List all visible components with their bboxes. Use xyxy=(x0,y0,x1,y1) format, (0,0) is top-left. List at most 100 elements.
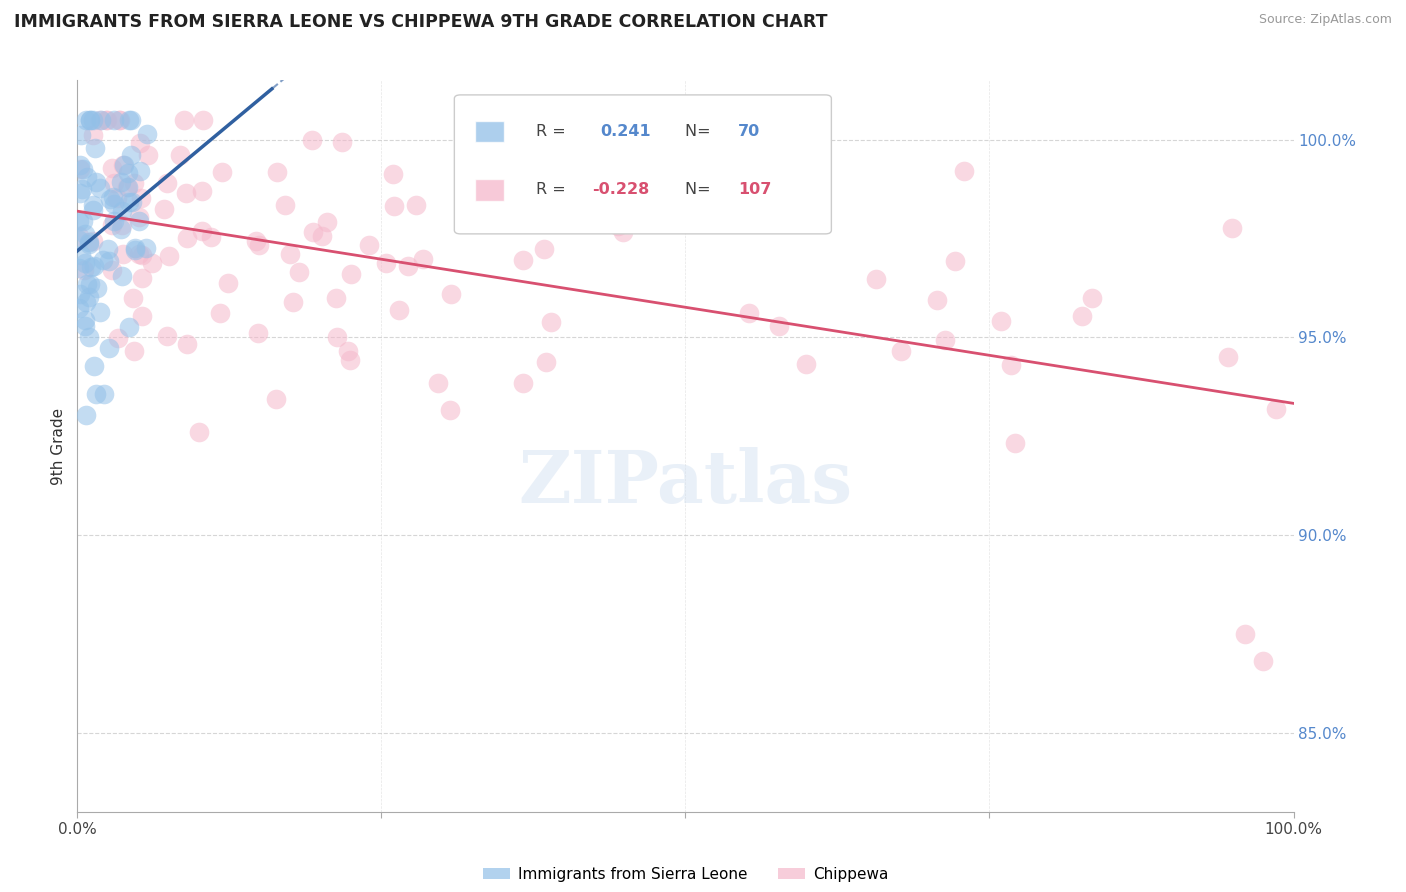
Text: 107: 107 xyxy=(738,183,770,197)
Point xyxy=(98,192,121,206)
Bar xyxy=(475,179,505,201)
Point xyxy=(73,312,96,326)
Point xyxy=(135,241,157,255)
Bar xyxy=(475,120,505,143)
Point xyxy=(76,277,98,292)
Point xyxy=(69,158,91,172)
Point xyxy=(247,326,270,340)
Point xyxy=(89,305,111,319)
Text: N=: N= xyxy=(686,124,716,139)
Point xyxy=(103,112,125,127)
Point xyxy=(288,265,311,279)
Point xyxy=(107,112,129,127)
Point xyxy=(359,238,381,252)
Point xyxy=(396,259,419,273)
Point xyxy=(98,341,121,355)
Point xyxy=(83,260,105,274)
Point xyxy=(82,235,104,249)
Point xyxy=(209,306,232,320)
Point xyxy=(110,175,132,189)
Point xyxy=(768,318,790,333)
Point xyxy=(122,292,145,306)
Point xyxy=(110,222,132,236)
Point xyxy=(325,291,347,305)
Point xyxy=(612,225,634,239)
Point xyxy=(136,148,159,162)
Point xyxy=(75,112,97,127)
Point xyxy=(120,112,142,127)
Point xyxy=(69,162,91,177)
Point xyxy=(75,318,97,333)
Point xyxy=(375,256,398,270)
Point xyxy=(283,294,305,309)
Point xyxy=(79,277,101,291)
Point xyxy=(75,408,97,422)
Point xyxy=(953,163,976,178)
Point xyxy=(89,180,111,194)
Point xyxy=(82,112,104,127)
Point xyxy=(1081,291,1104,305)
Point xyxy=(86,175,108,189)
Point xyxy=(128,247,150,261)
Point xyxy=(536,355,558,369)
Point xyxy=(129,191,152,205)
Point xyxy=(70,128,93,143)
Point xyxy=(70,182,93,196)
Point xyxy=(274,198,297,212)
Point xyxy=(103,214,125,228)
Point xyxy=(188,425,211,439)
Point xyxy=(77,237,100,252)
Point xyxy=(117,179,139,194)
Point xyxy=(96,112,118,127)
Point xyxy=(89,112,111,127)
Point xyxy=(405,198,427,212)
Point xyxy=(67,301,90,315)
Point xyxy=(90,112,112,127)
Point xyxy=(326,330,349,344)
Point xyxy=(174,186,197,201)
Point xyxy=(191,112,214,127)
Point xyxy=(94,112,117,127)
Point xyxy=(128,214,150,228)
Point xyxy=(120,148,142,162)
Point xyxy=(1251,655,1274,669)
Point xyxy=(82,128,104,142)
Point xyxy=(69,186,91,200)
Point xyxy=(131,309,153,323)
Point xyxy=(131,270,153,285)
Point xyxy=(990,313,1012,327)
Point xyxy=(98,254,121,268)
Point xyxy=(93,387,115,401)
Point xyxy=(86,281,108,295)
Point xyxy=(77,235,100,249)
Point xyxy=(796,358,818,372)
Point xyxy=(336,344,359,359)
Point xyxy=(278,247,301,261)
Point xyxy=(339,353,361,368)
Point xyxy=(103,190,125,204)
Point xyxy=(112,158,135,172)
Point xyxy=(427,376,450,391)
Point xyxy=(75,294,97,309)
Point xyxy=(112,158,135,172)
Point xyxy=(200,230,222,244)
Point xyxy=(110,112,132,127)
Point xyxy=(249,238,271,252)
Point xyxy=(73,256,96,270)
Point xyxy=(77,290,100,304)
Point xyxy=(1216,351,1239,365)
Point xyxy=(264,392,287,407)
Point xyxy=(738,306,761,320)
Point xyxy=(84,387,107,401)
Point xyxy=(111,247,134,261)
Point xyxy=(533,243,555,257)
Point xyxy=(73,227,96,242)
Text: 0.241: 0.241 xyxy=(600,124,651,139)
Point xyxy=(83,359,105,374)
Point xyxy=(69,286,91,301)
Point xyxy=(156,328,179,343)
Point xyxy=(512,376,534,390)
Point xyxy=(1000,358,1022,372)
Point xyxy=(118,112,141,127)
Point xyxy=(190,184,212,198)
